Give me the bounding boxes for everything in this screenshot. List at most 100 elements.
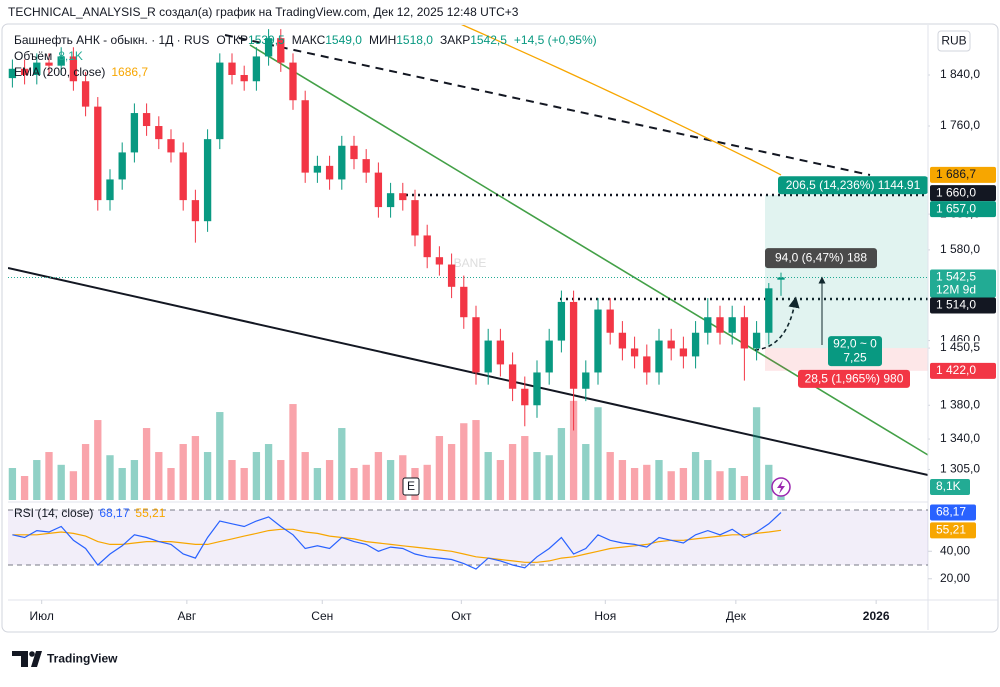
volume-bar — [118, 468, 126, 500]
y-tick-bg — [930, 242, 996, 257]
currency: RUB — [941, 34, 966, 48]
volume-bar — [301, 452, 309, 500]
x-tick-label: Сен — [311, 609, 333, 623]
candle-body — [33, 62, 41, 75]
price-badge-countdown: 12M 9d — [936, 283, 976, 297]
volume-bar — [460, 423, 468, 500]
legend-item: 1686,7 — [111, 65, 148, 79]
volume-bar — [606, 452, 614, 500]
volume-bar — [8, 468, 17, 500]
position-entry-label: 92,0 ~ 0 — [833, 337, 877, 351]
logo-mark — [31, 651, 42, 667]
legend: Объём 8,1K — [14, 49, 83, 63]
volume-bar — [545, 455, 553, 500]
candle-body — [167, 139, 175, 153]
volume-bar — [447, 444, 456, 500]
legend: Башнефть АНК - обыкн. · 1Д · RUS ОТКР1539… — [14, 33, 597, 47]
candle-body — [765, 288, 773, 333]
candle-body — [606, 309, 614, 333]
candle-body — [216, 62, 224, 140]
y-tick-label: 1 580,0 — [940, 242, 980, 256]
price-badge — [930, 269, 996, 298]
logo-mark — [29, 651, 35, 657]
price-badge-label: 1 542,5 — [936, 270, 976, 284]
candle-body — [643, 356, 651, 373]
candle-body — [57, 56, 65, 66]
price-badge-label: 1 686,7 — [936, 167, 976, 181]
y-tick-label: 1 760,0 — [940, 118, 980, 132]
y-tick-label: 1 450,5 — [940, 340, 980, 354]
volume-bar — [57, 464, 65, 500]
candle-body — [704, 317, 712, 333]
volume-bar — [423, 464, 431, 500]
y-tick-label: 1 305,0 — [940, 462, 980, 476]
y-tick-label: 1 340,0 — [940, 431, 980, 445]
candle-body — [374, 172, 383, 208]
candle-body — [630, 348, 639, 357]
candle-body — [399, 193, 407, 201]
candle-body — [472, 317, 480, 373]
volume-bar — [130, 460, 139, 500]
measure-label-box — [765, 248, 877, 269]
rsi-badge — [930, 504, 976, 521]
volume-bar — [765, 464, 773, 500]
candle-body — [8, 68, 17, 79]
legend-item: МАКС — [292, 33, 326, 47]
candle-body — [203, 139, 212, 222]
volume-bar — [472, 420, 480, 500]
candle-body — [582, 372, 590, 389]
candle-body — [228, 62, 236, 75]
volume-bar — [667, 471, 675, 500]
volume-bar — [508, 444, 517, 500]
x-tick-label: 2026 — [863, 609, 890, 623]
candle-body — [460, 286, 468, 318]
x-tick-label: Июл — [29, 609, 53, 623]
y-tick-bg — [930, 398, 996, 413]
position-stop-label: 28,5 (1,965%) 980 — [805, 372, 904, 386]
price-badge — [930, 201, 996, 218]
volume-bar — [716, 471, 724, 500]
candle-body — [679, 348, 688, 357]
price-badge — [930, 166, 996, 183]
volume-bar — [20, 476, 29, 500]
legend: RSI (14, close) 68,17 55,21 — [14, 506, 166, 520]
currency-box[interactable] — [937, 30, 971, 52]
legend-item: 68,17 — [99, 506, 129, 520]
price-badge-label: 1 422,0 — [936, 363, 976, 377]
candle-body — [386, 193, 395, 208]
volume-bar — [33, 460, 41, 500]
candle-body — [435, 257, 444, 265]
y-tick-label: 1 840,0 — [940, 67, 980, 81]
x-tick-label: Авг — [177, 609, 196, 623]
volume-bar — [374, 452, 383, 500]
candle-body — [155, 126, 163, 140]
candle-body — [277, 38, 285, 63]
volume-bar — [643, 464, 651, 500]
volume-bar — [45, 452, 53, 500]
price-badge — [930, 185, 996, 202]
rsi-tick-label: 20,00 — [940, 571, 970, 585]
candle-body — [423, 235, 431, 258]
volume-bar — [167, 468, 175, 500]
rsi-badge — [930, 522, 976, 539]
legend-item: 1549,0 — [325, 33, 362, 47]
event-box[interactable] — [402, 477, 420, 496]
watermark: BANE — [454, 256, 487, 270]
rsi-line — [12, 512, 782, 570]
ema-line — [461, 25, 782, 176]
volume-bar — [155, 452, 163, 500]
brand-logo: TradingView — [12, 651, 118, 667]
overlay: 1 840,01 760,01 630,01 580,01 460,01 450… — [765, 67, 996, 496]
volume-bar — [435, 436, 444, 500]
projection-arrow — [754, 296, 800, 351]
volume-bar — [277, 460, 285, 500]
position-stop-label-box — [798, 369, 910, 388]
y-tick-bg — [930, 341, 996, 356]
candle-body — [81, 81, 90, 107]
volume-bar — [399, 455, 407, 500]
candle-body — [728, 317, 736, 333]
candle-body — [521, 388, 529, 406]
logo-mark — [12, 651, 28, 667]
volume-bar — [289, 404, 297, 500]
